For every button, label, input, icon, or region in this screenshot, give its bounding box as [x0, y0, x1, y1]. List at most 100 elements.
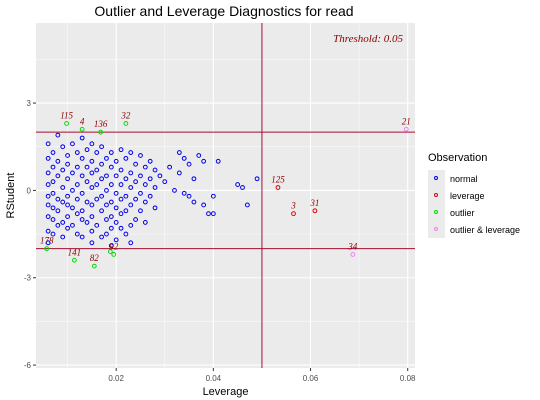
point-normal — [123, 176, 129, 182]
point-normal — [89, 202, 95, 208]
point-normal — [128, 150, 134, 155]
point-normal — [50, 217, 56, 222]
point-normal — [45, 228, 51, 234]
point-normal — [138, 173, 143, 179]
point-leverage — [275, 185, 281, 190]
point-normal — [45, 182, 51, 187]
point-normal — [133, 161, 139, 167]
point-normal — [206, 211, 211, 217]
point-normal — [79, 217, 85, 222]
point-normal — [65, 193, 70, 199]
point-normal — [108, 243, 114, 249]
data-points — [44, 121, 409, 269]
legend-item: outlier & leverage — [428, 221, 538, 238]
point-normal — [89, 158, 95, 164]
point-normal — [123, 231, 129, 237]
point-normal — [79, 190, 85, 196]
point-normal — [55, 196, 61, 202]
point-normal — [79, 155, 85, 161]
point-normal — [89, 228, 95, 234]
point-normal — [70, 188, 75, 193]
point-normal — [60, 234, 66, 240]
point-normal — [147, 193, 153, 199]
point-normal — [162, 179, 168, 185]
legend-marker — [433, 209, 438, 214]
point-normal — [118, 147, 124, 153]
point-normal — [235, 182, 241, 187]
point-normal — [65, 176, 70, 182]
legend-marker — [433, 192, 438, 197]
point-normal — [99, 193, 104, 199]
point-outlier — [64, 121, 70, 126]
point-normal — [89, 170, 95, 176]
y-tick-label: -6 — [24, 361, 32, 370]
point-normal — [65, 225, 70, 231]
point-normal — [181, 155, 187, 161]
point-normal — [113, 237, 119, 243]
point-outlier — [79, 126, 85, 132]
chart-title: Outlier and Leverage Diagnostics for rea… — [94, 3, 353, 19]
point-normal — [108, 214, 114, 220]
point-normal — [128, 240, 134, 246]
point-normal — [94, 150, 100, 155]
axes: 0.02 0.04 0.06 0.08 -6 -3 0 3 — [24, 99, 416, 383]
point-normal — [191, 199, 197, 205]
legend-label: outlier & leverage — [450, 224, 521, 235]
y-tick-label: 0 — [27, 186, 32, 195]
point-normal — [196, 153, 202, 158]
point-normal — [108, 164, 114, 170]
point-normal — [133, 179, 139, 185]
point-normal — [104, 188, 109, 193]
point-normal — [244, 202, 250, 208]
point-normal — [70, 222, 75, 228]
point-normal — [118, 211, 124, 217]
point-normal — [113, 205, 119, 211]
point-normal — [89, 141, 95, 147]
point-outlier — [111, 252, 117, 257]
point-normal — [55, 208, 61, 214]
point-normal — [45, 202, 51, 208]
point-normal — [65, 214, 70, 220]
point-normal — [50, 205, 56, 211]
point-normal — [89, 240, 95, 246]
point-normal — [201, 202, 207, 208]
point-labels: 3 125 31 178 115 141 4 82 136 92 32 21 34 — [40, 110, 411, 263]
x-tick-label: 0.08 — [400, 374, 416, 383]
point-normal — [104, 217, 109, 222]
point-normal — [118, 167, 124, 173]
point-normal — [152, 185, 158, 190]
point-normal — [215, 158, 221, 164]
point-normal — [108, 150, 114, 155]
point-normal — [84, 147, 90, 153]
point-label: 34 — [347, 241, 358, 251]
point-normal — [89, 214, 95, 220]
point-normal — [79, 208, 85, 214]
point-normal — [45, 170, 51, 176]
point-normal — [60, 220, 66, 225]
point-normal — [133, 196, 139, 202]
point-normal — [99, 208, 104, 214]
point-normal — [113, 158, 119, 164]
point-label: 136 — [94, 119, 108, 129]
legend-label: outlier — [450, 207, 475, 218]
point-normal — [55, 132, 61, 138]
point-normal — [55, 173, 61, 179]
point-normal — [45, 240, 51, 246]
y-tick-label: -3 — [24, 274, 32, 283]
point-label: 92 — [109, 241, 119, 251]
point-normal — [133, 217, 139, 222]
point-normal — [191, 176, 197, 182]
point-normal — [70, 170, 75, 176]
point-normal — [79, 173, 85, 179]
point-normal — [113, 220, 119, 225]
point-normal — [50, 179, 56, 185]
point-normal — [94, 167, 100, 173]
point-normal — [94, 196, 100, 202]
point-label: 21 — [402, 116, 411, 126]
point-normal — [108, 199, 114, 205]
point-normal — [104, 155, 109, 161]
point-normal — [104, 173, 109, 179]
point-normal — [74, 164, 80, 170]
point-normal — [172, 188, 177, 193]
legend-items: normal leverage outlier outlier & leverage — [428, 170, 538, 238]
